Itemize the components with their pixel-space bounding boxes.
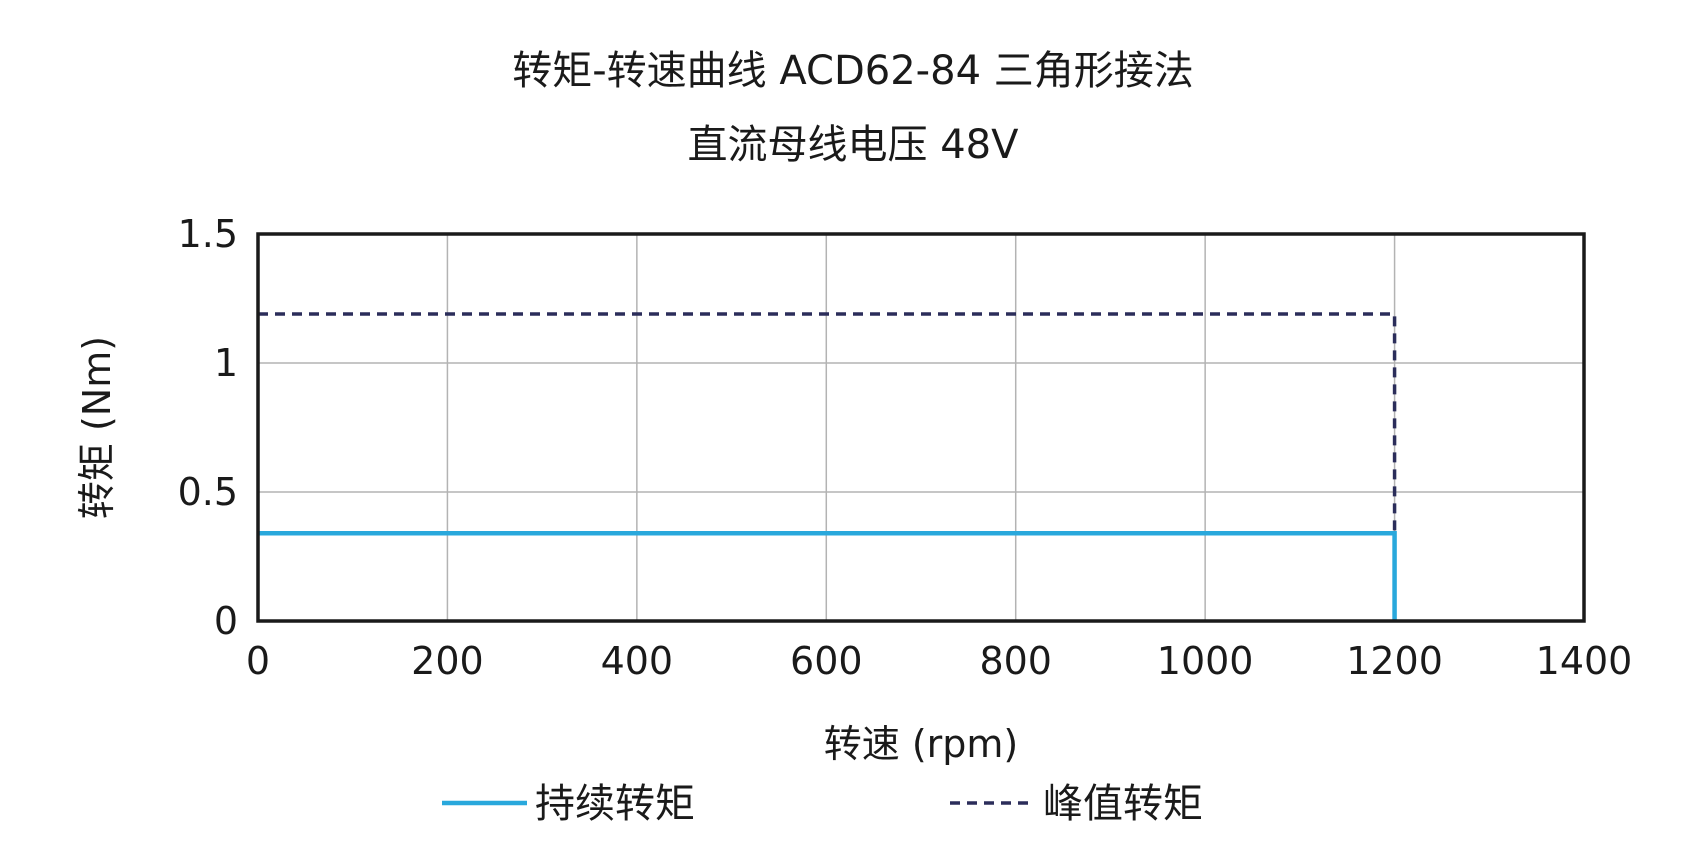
y-tick-label: 0.5 [178, 470, 238, 514]
series-lines [258, 312, 1397, 621]
series-line-peak [258, 312, 1397, 621]
legend-label: 持续转矩 [535, 781, 695, 827]
x-axis-label: 转速 (rpm) [824, 722, 1019, 766]
chart-subtitle: 直流母线电压 48V [687, 122, 1019, 168]
x-tick-labels: 0 200 400 600 800 1000 1200 1400 [246, 639, 1632, 683]
chart-title: 转矩-转速曲线 ACD62-84 三角形接法 [512, 48, 1194, 94]
x-tick-label: 200 [411, 639, 484, 683]
x-tick-label: 400 [601, 639, 674, 683]
y-axis-label: 转矩 (Nm) [75, 336, 119, 519]
legend: 持续转矩 峰值转矩 [442, 781, 1203, 827]
plot-frame [256, 232, 1586, 623]
y-tick-label: 1 [214, 341, 238, 385]
x-tick-label: 600 [790, 639, 863, 683]
x-tick-label: 800 [979, 639, 1052, 683]
x-tick-label: 1400 [1536, 639, 1633, 683]
legend-label: 峰值转矩 [1043, 781, 1203, 827]
y-tick-label: 1.5 [178, 212, 238, 256]
y-tick-labels: 0 0.5 1 1.5 [178, 212, 238, 643]
y-tick-label: 0 [214, 599, 238, 643]
x-tick-label: 1000 [1157, 639, 1254, 683]
grid-lines [257, 233, 1585, 622]
x-tick-label: 1200 [1346, 639, 1443, 683]
series-line-continuous [258, 531, 1397, 621]
x-tick-label: 0 [246, 639, 270, 683]
